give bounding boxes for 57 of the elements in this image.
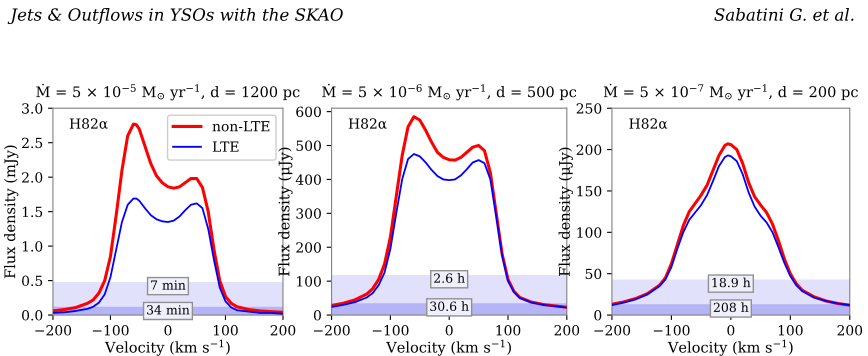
y-tick-label: 50 — [586, 268, 602, 280]
y-tick-label: 1.0 — [22, 241, 42, 252]
y-tick-label: 0.0 — [22, 310, 42, 321]
text: Jets & Outflows in YSOs with the SKAO — [8, 8, 343, 24]
x-tick-label: 0 — [446, 325, 453, 336]
x-tick-label: −200 — [594, 325, 630, 336]
x-axis-title: Velocity (km s$^{−1}$) — [386, 340, 511, 356]
y-tick-label: 500 — [296, 140, 321, 151]
band-label: 30.6 h — [430, 301, 469, 311]
chart-title: Ṁ = 5 × 10$^{−7}$ M$_{⊙}$ yr$^{−1}$, d = 200 pc — [604, 84, 858, 100]
y-tick-label: 200 — [576, 144, 602, 156]
band-label: 7 min — [151, 280, 186, 290]
text: Sabatini G. et al. — [714, 8, 854, 21]
y-axis-title: Flux density (μJy) — [558, 148, 573, 276]
y-tick-label: 2.5 — [22, 138, 42, 148]
band-label: 18.9 h — [712, 278, 750, 288]
x-tick-label: −100 — [372, 325, 409, 336]
x-axis-title: Velocity (km s$^{−1}$) — [104, 340, 230, 356]
chart-title: Ṁ = 5 × 10$^{−5}$ M$_{⊙}$ yr$^{−1}$, d = 1200 pc — [36, 84, 300, 100]
y-tick-label: 400 — [296, 174, 321, 185]
y-tick-label: 250 — [576, 103, 602, 114]
y-tick-label: 2.0 — [22, 172, 42, 183]
annotation: H82α — [629, 118, 668, 129]
annotation: H82α — [348, 118, 387, 129]
y-tick-label: 200 — [296, 242, 321, 253]
y-axis-title: Flux density (mJy) — [4, 146, 18, 278]
chart-title: Ṁ = 5 × 10$^{−6}$ M$_{⊙}$ yr$^{−1}$, d = 500 pc — [322, 84, 576, 100]
x-tick-label: 200 — [270, 325, 296, 336]
x-tick-label: 200 — [554, 325, 580, 336]
legend-label: LTE — [212, 142, 238, 152]
x-tick-label: −200 — [314, 325, 350, 336]
x-tick-label: −100 — [92, 325, 129, 336]
band-label: 2.6 h — [434, 273, 465, 283]
y-tick-label: 100 — [297, 276, 321, 287]
x-tick-label: 100 — [214, 325, 238, 336]
y-tick-label: 0 — [314, 310, 321, 321]
x-tick-label: 0 — [727, 325, 734, 336]
y-axis-title: Flux density (μJy) — [278, 148, 293, 276]
legend-label: non-LTE — [212, 121, 270, 132]
y-tick-label: 100 — [577, 227, 602, 238]
y-tick-label: 0 — [594, 310, 602, 321]
annotation: H82α — [70, 118, 108, 129]
x-tick-label: 0 — [164, 325, 172, 336]
x-tick-label: 100 — [778, 325, 803, 336]
y-tick-label: 150 — [577, 186, 602, 196]
x-tick-label: 200 — [837, 325, 862, 336]
y-tick-label: 3.0 — [22, 103, 42, 114]
y-tick-label: 300 — [296, 208, 321, 219]
x-tick-label: 100 — [496, 325, 520, 336]
x-tick-label: −200 — [35, 325, 72, 336]
x-tick-label: −100 — [654, 325, 690, 336]
y-tick-label: 1.5 — [22, 206, 42, 218]
band-label: 208 h — [714, 302, 748, 312]
y-tick-label: 0.5 — [22, 276, 42, 286]
y-tick-label: 600 — [296, 106, 321, 118]
band-label: 34 min — [147, 305, 190, 315]
x-axis-title: Velocity (km s$^{−1}$) — [668, 340, 793, 356]
